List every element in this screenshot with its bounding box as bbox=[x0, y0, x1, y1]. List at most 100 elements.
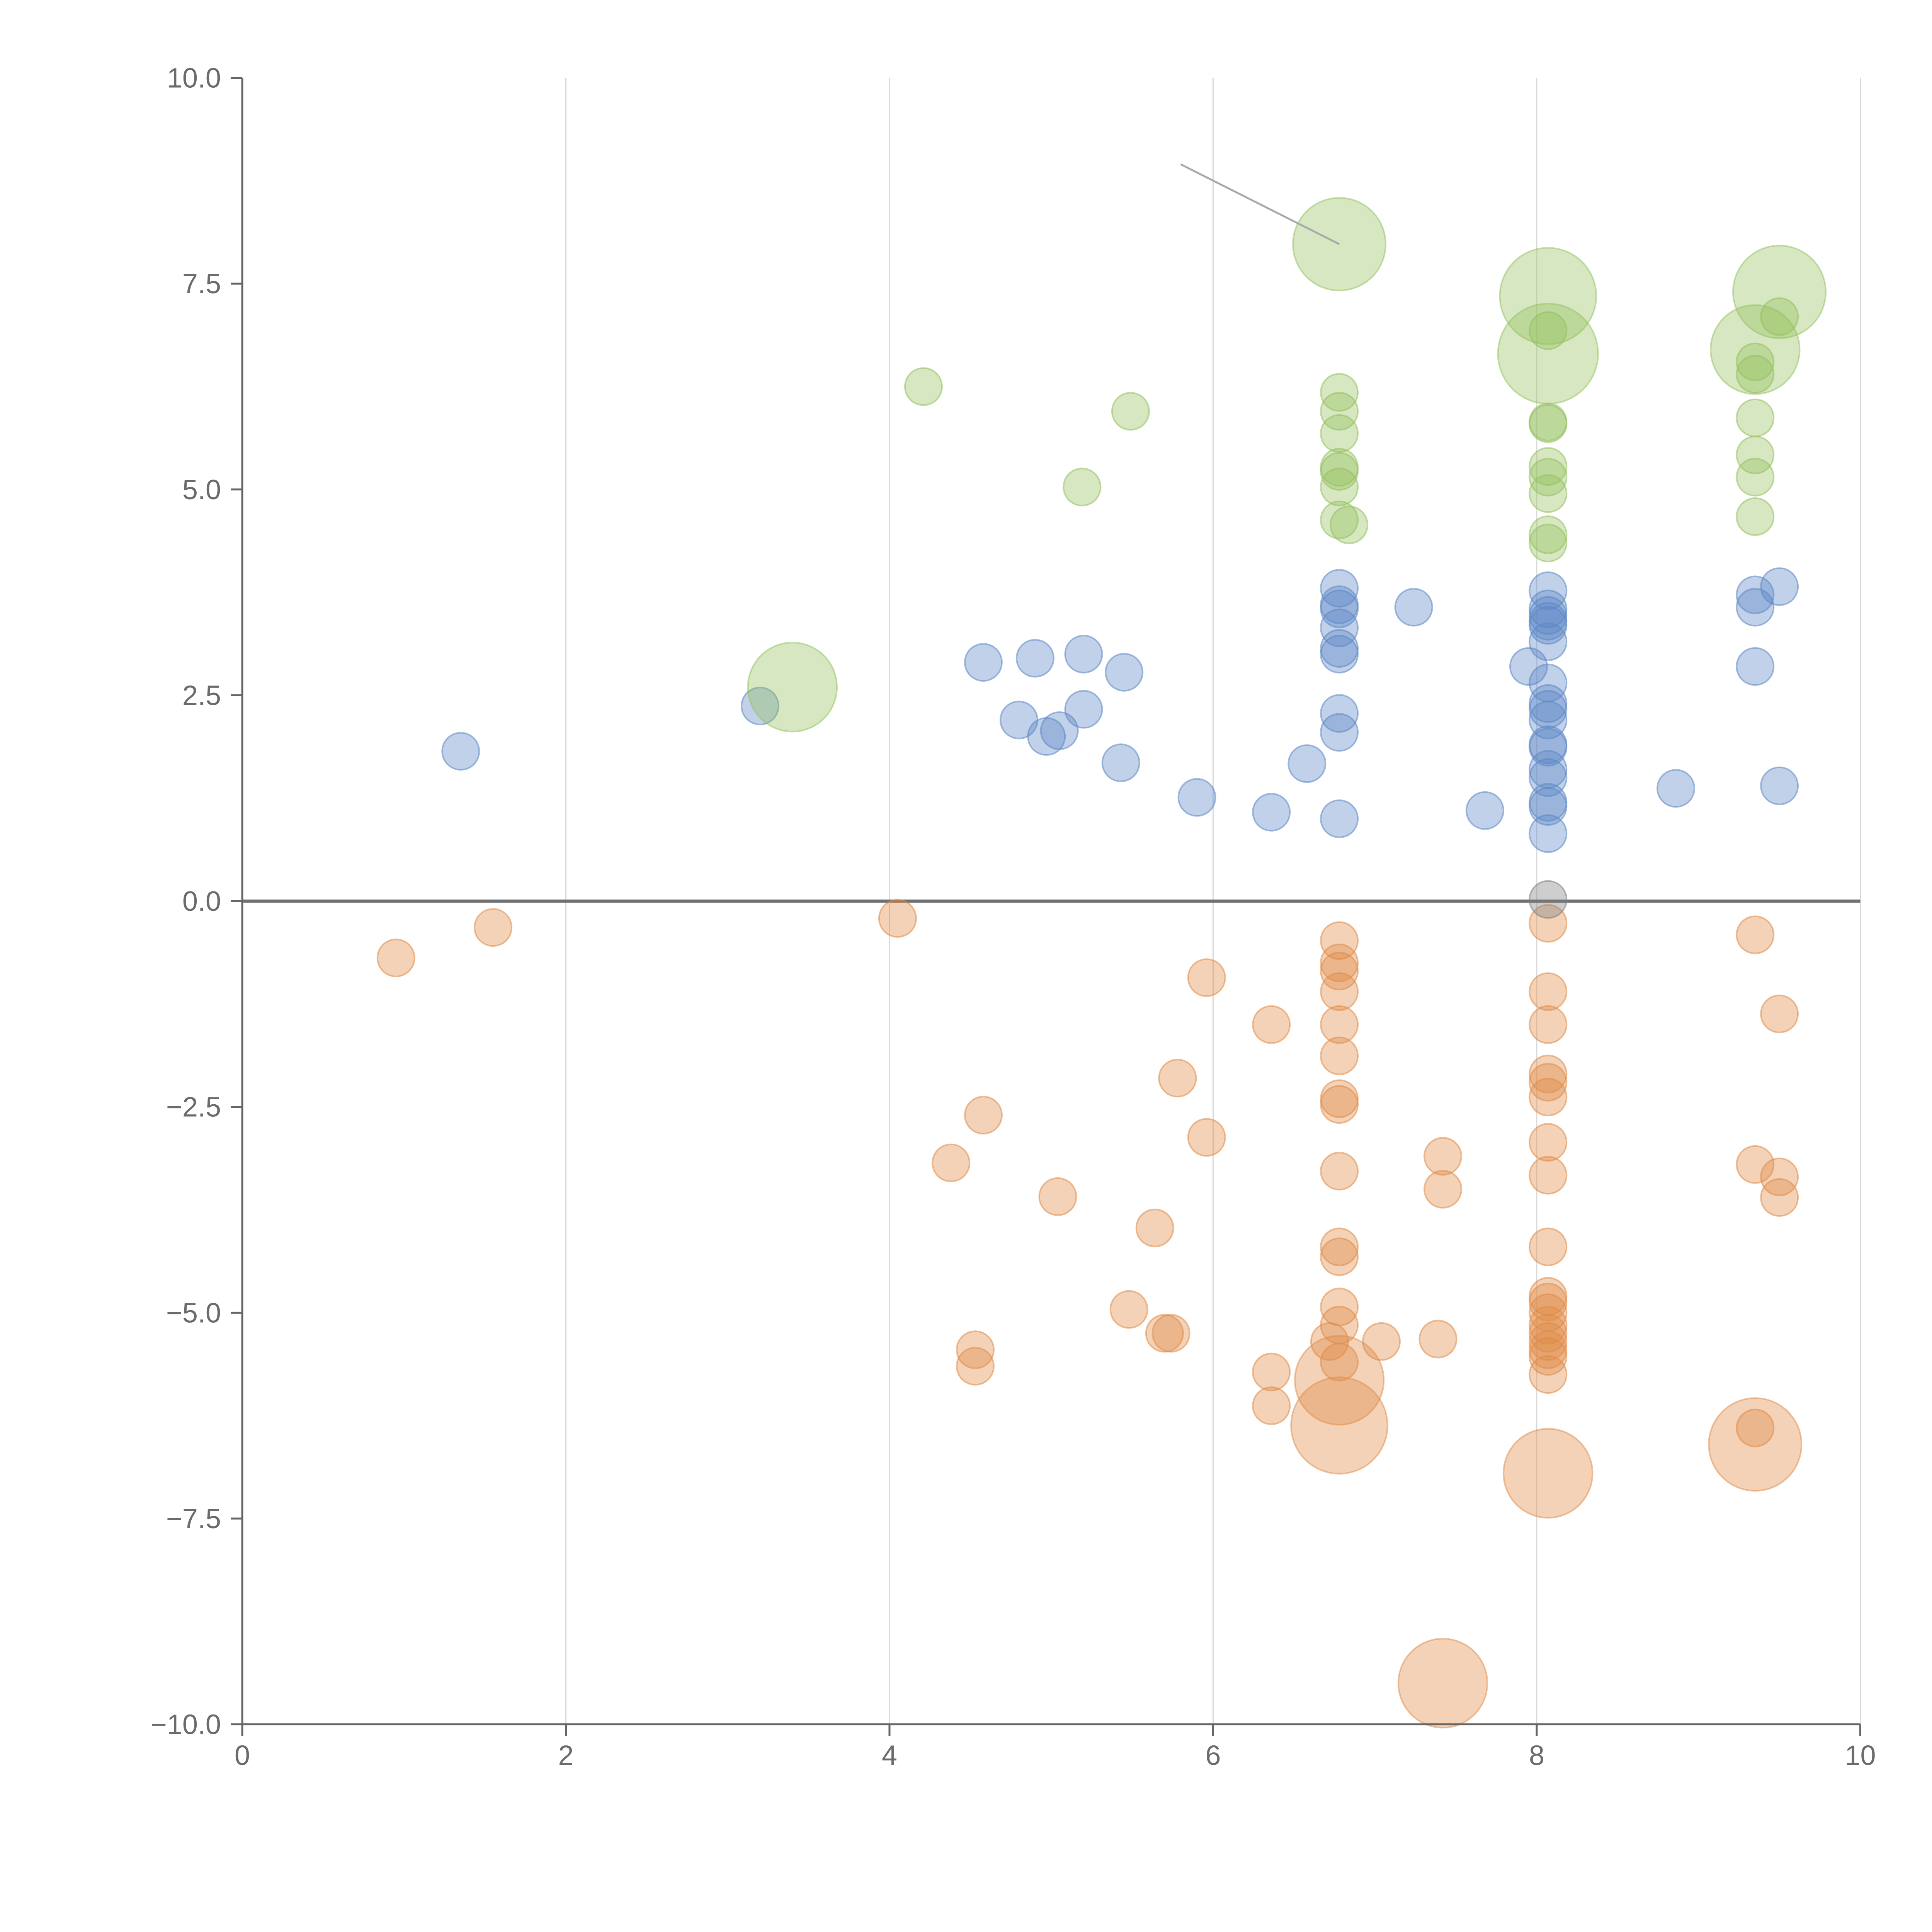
blue-point-5 bbox=[1105, 653, 1144, 692]
orange-point-28 bbox=[1320, 1237, 1359, 1276]
green-point-9 bbox=[1320, 500, 1359, 539]
orange-point-58 bbox=[1760, 994, 1799, 1033]
orange-point-31 bbox=[1320, 1343, 1359, 1382]
green-point-18 bbox=[1529, 524, 1568, 563]
blue-point-12 bbox=[1252, 793, 1291, 832]
orange-point-16 bbox=[1252, 1352, 1291, 1391]
blue-point-1 bbox=[741, 687, 779, 726]
orange-point-9 bbox=[1135, 1208, 1174, 1247]
green-large-point-3 bbox=[1497, 303, 1599, 405]
green-point-22 bbox=[1736, 435, 1775, 474]
orange-point-8 bbox=[1109, 1290, 1148, 1329]
orange-point-50 bbox=[1529, 1314, 1568, 1353]
green-point-23 bbox=[1736, 457, 1775, 497]
orange-point-12 bbox=[1158, 1059, 1197, 1098]
x-tick-label-0: 0 bbox=[235, 1740, 250, 1771]
blue-point-28 bbox=[1529, 596, 1568, 635]
gray-point-0 bbox=[1529, 880, 1568, 919]
blue-point-4 bbox=[1064, 634, 1103, 673]
y-tick-label-0: 10.0 bbox=[167, 63, 221, 94]
blue-point-22 bbox=[1320, 713, 1359, 752]
green-point-1 bbox=[1063, 468, 1102, 507]
green-point-2 bbox=[1111, 392, 1150, 431]
annotations bbox=[1180, 163, 1340, 245]
y-tick-label-4: 0.0 bbox=[182, 886, 221, 917]
green-point-17 bbox=[1529, 515, 1568, 554]
orange-point-55 bbox=[1736, 915, 1775, 954]
blue-point-30 bbox=[1529, 606, 1568, 645]
orange-large-point-3 bbox=[1708, 1397, 1803, 1492]
green-point-8 bbox=[1320, 468, 1359, 507]
orange-point-42 bbox=[1529, 1078, 1568, 1117]
green-point-19 bbox=[1736, 342, 1775, 381]
orange-point-18 bbox=[1320, 921, 1359, 960]
blue-point-15 bbox=[1320, 569, 1359, 608]
orange-point-27 bbox=[1320, 1227, 1359, 1266]
orange-point-13 bbox=[1187, 958, 1226, 997]
blue-point-0 bbox=[441, 732, 480, 771]
blue-point-41 bbox=[1529, 787, 1568, 826]
orange-point-3 bbox=[932, 1143, 971, 1182]
green-point-13 bbox=[1529, 404, 1568, 443]
blue-point-48 bbox=[1760, 766, 1799, 805]
y-tick-label-7: −7.5 bbox=[166, 1503, 221, 1534]
blue-point-33 bbox=[1529, 684, 1568, 723]
orange-point-38 bbox=[1529, 972, 1568, 1011]
blue-point-11 bbox=[1177, 778, 1216, 817]
green-point-14 bbox=[1529, 447, 1568, 486]
orange-point-51 bbox=[1529, 1322, 1568, 1361]
blue-point-23 bbox=[1394, 588, 1433, 627]
blue-point-37 bbox=[1529, 728, 1568, 767]
orange-point-43 bbox=[1529, 1123, 1568, 1162]
orange-point-60 bbox=[1760, 1178, 1799, 1217]
green-point-16 bbox=[1529, 474, 1568, 513]
orange-point-6 bbox=[956, 1347, 995, 1386]
blue-point-19 bbox=[1320, 629, 1359, 668]
orange-large-point-2 bbox=[1503, 1428, 1594, 1519]
green-large-point-2 bbox=[1499, 247, 1597, 345]
green-point-4 bbox=[1320, 392, 1359, 431]
x-tick-label-4: 8 bbox=[1529, 1740, 1544, 1771]
blue-point-42 bbox=[1529, 814, 1568, 853]
blue-point-13 bbox=[1287, 744, 1327, 783]
orange-point-44 bbox=[1529, 1156, 1568, 1195]
blue-point-14 bbox=[1320, 799, 1359, 838]
orange-point-39 bbox=[1529, 1005, 1568, 1044]
green-point-10 bbox=[1330, 505, 1369, 544]
orange-point-4 bbox=[964, 1096, 1003, 1134]
orange-point-15 bbox=[1252, 1005, 1291, 1044]
orange-point-57 bbox=[1736, 1408, 1775, 1447]
blue-point-43 bbox=[1656, 769, 1696, 808]
orange-point-25 bbox=[1320, 1085, 1359, 1124]
orange-point-17 bbox=[1252, 1386, 1291, 1425]
orange-point-1 bbox=[474, 908, 513, 947]
orange-point-24 bbox=[1320, 1079, 1359, 1118]
blue-point-24 bbox=[1465, 791, 1504, 830]
orange-point-23 bbox=[1320, 1036, 1359, 1075]
orange-point-54 bbox=[1529, 1355, 1568, 1394]
x-axis-ticks: 0 2 4 6 8 10 bbox=[235, 1724, 1876, 1771]
y-axis-ticks: 10.0 7.5 5.0 2.5 0.0 −2.5 −5.0 −7.5 −10.0 bbox=[151, 63, 242, 1740]
orange-point-14 bbox=[1187, 1118, 1226, 1157]
orange-point-5 bbox=[956, 1330, 995, 1369]
blue-point-34 bbox=[1529, 690, 1568, 729]
y-tick-label-2: 5.0 bbox=[182, 474, 221, 505]
y-tick-label-5: −2.5 bbox=[166, 1092, 221, 1123]
blue-point-3 bbox=[1015, 639, 1054, 678]
blue-point-44 bbox=[1736, 575, 1775, 614]
green-point-11 bbox=[1529, 311, 1568, 350]
y-tick-label-3: 2.5 bbox=[182, 680, 221, 711]
green-point-5 bbox=[1320, 414, 1359, 453]
y-tick-label-1: 7.5 bbox=[182, 269, 221, 299]
orange-point-36 bbox=[1423, 1170, 1463, 1209]
green-point-21 bbox=[1736, 398, 1775, 437]
orange-point-37 bbox=[1529, 904, 1568, 943]
orange-point-45 bbox=[1529, 1227, 1568, 1266]
orange-point-7 bbox=[1038, 1177, 1077, 1216]
x-tick-label-5: 10 bbox=[1845, 1740, 1876, 1771]
green-point-20 bbox=[1736, 355, 1775, 394]
green-large-point-0 bbox=[747, 641, 838, 733]
orange-point-20 bbox=[1320, 952, 1359, 991]
x-tick-label-3: 6 bbox=[1205, 1740, 1221, 1771]
